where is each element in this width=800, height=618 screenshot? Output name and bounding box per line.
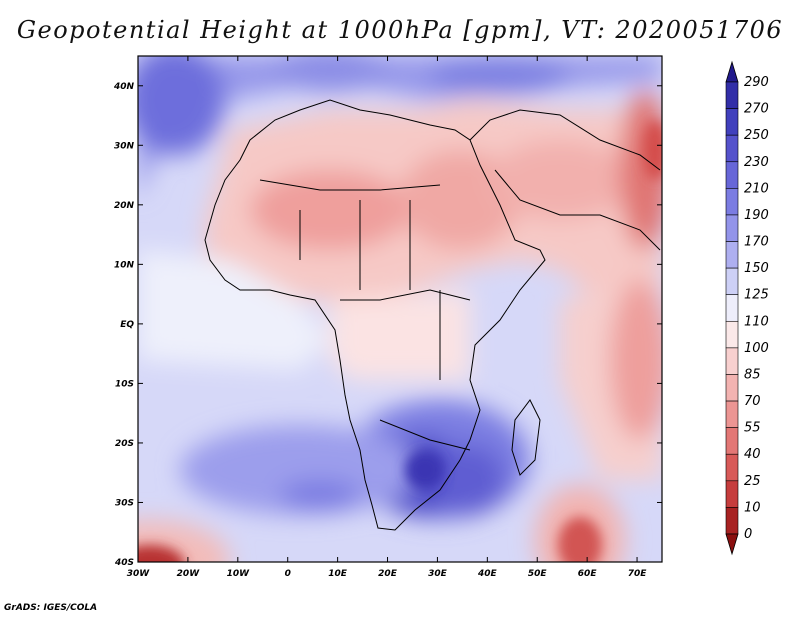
map-frame: [137, 55, 663, 563]
lat-tick-label: 10S: [115, 379, 134, 389]
colorbar-label: 55: [744, 421, 761, 436]
colorbar-segment: [725, 374, 739, 402]
colorbar-bottom-arrow: [725, 533, 739, 556]
lon-tick-label: 60E: [578, 569, 598, 579]
colorbar-label: 0: [744, 527, 752, 542]
lat-tick-label: EQ: [120, 320, 134, 330]
lat-tick-label: 30S: [115, 498, 134, 508]
colorbar-segment: [725, 400, 739, 428]
colorbar-label: 85: [744, 367, 761, 382]
colorbar-label: 210: [744, 181, 769, 196]
colorbar-label: 250: [744, 128, 769, 143]
lon-tick-label: 10E: [328, 569, 348, 579]
colorbar-segment: [725, 241, 739, 269]
lon-tick-label: 40E: [477, 569, 498, 579]
colorbar: 2902702502302101901701501251101008570554…: [725, 60, 769, 556]
colorbar-label: 100: [744, 341, 769, 356]
colorbar-segment: [725, 134, 739, 163]
lon-tick-label: 70E: [628, 569, 648, 579]
lat-tick-label: 40N: [113, 82, 135, 92]
colorbar-label: 25: [744, 474, 761, 489]
colorbar-segment: [725, 507, 739, 535]
colorbar-label: 190: [744, 208, 769, 223]
colorbar-segment: [725, 427, 739, 455]
coastlines: [204, 99, 661, 531]
colorbar-label: 150: [744, 261, 769, 276]
colorbar-segment: [725, 480, 739, 508]
colorbar-segment: [725, 188, 739, 216]
grads-credit: GrADS: IGES/COLA: [4, 603, 98, 613]
lon-tick-label: 20E: [378, 569, 398, 579]
tick-marks: [137, 56, 662, 563]
colorbar-segment: [725, 294, 739, 322]
longitude-labels: 30W 20W 10W 0 10E 20E 30E 40E 50E 60E 70E: [127, 569, 647, 579]
latitude-labels: 40N 30N 20N 10N EQ 10S 20S 30S 40S: [113, 82, 135, 568]
lat-tick-label: 20N: [114, 201, 135, 211]
colorbar-segment: [725, 347, 739, 375]
lat-tick-label: 30N: [114, 141, 135, 151]
colorbar-label: 125: [744, 288, 769, 303]
lat-tick-label: 10N: [114, 260, 135, 270]
colorbar-label: 110: [744, 314, 769, 329]
colorbar-segment: [725, 214, 739, 242]
lon-tick-label: 0: [285, 569, 291, 579]
colorbar-label: 270: [744, 102, 769, 117]
colorbar-label: 40: [744, 447, 761, 462]
colorbar-label: 170: [744, 235, 769, 250]
colorbar-segment: [725, 161, 739, 189]
colorbar-label: 10: [744, 500, 761, 515]
map-title: Geopotential Height at 1000hPa [gpm], VT…: [16, 16, 784, 44]
colorbar-top-arrow: [725, 60, 739, 83]
colorbar-label: 230: [744, 155, 769, 170]
lon-tick-label: 50E: [528, 569, 548, 579]
colorbar-label: 70: [744, 394, 761, 409]
colorbar-segment: [725, 453, 739, 482]
lon-tick-label: 10W: [227, 569, 251, 579]
height-field: [138, 56, 662, 562]
colorbar-segment: [725, 108, 739, 136]
colorbar-segment: [725, 267, 739, 296]
lat-tick-label: 20S: [115, 439, 134, 449]
colorbar-label: 290: [744, 75, 769, 90]
colorbar-segment: [725, 320, 739, 349]
lon-tick-label: 20W: [177, 569, 201, 579]
lon-tick-label: 30W: [127, 569, 151, 579]
lon-tick-label: 30E: [428, 569, 448, 579]
lat-tick-label: 40S: [114, 558, 134, 568]
colorbar-segment: [725, 81, 739, 109]
